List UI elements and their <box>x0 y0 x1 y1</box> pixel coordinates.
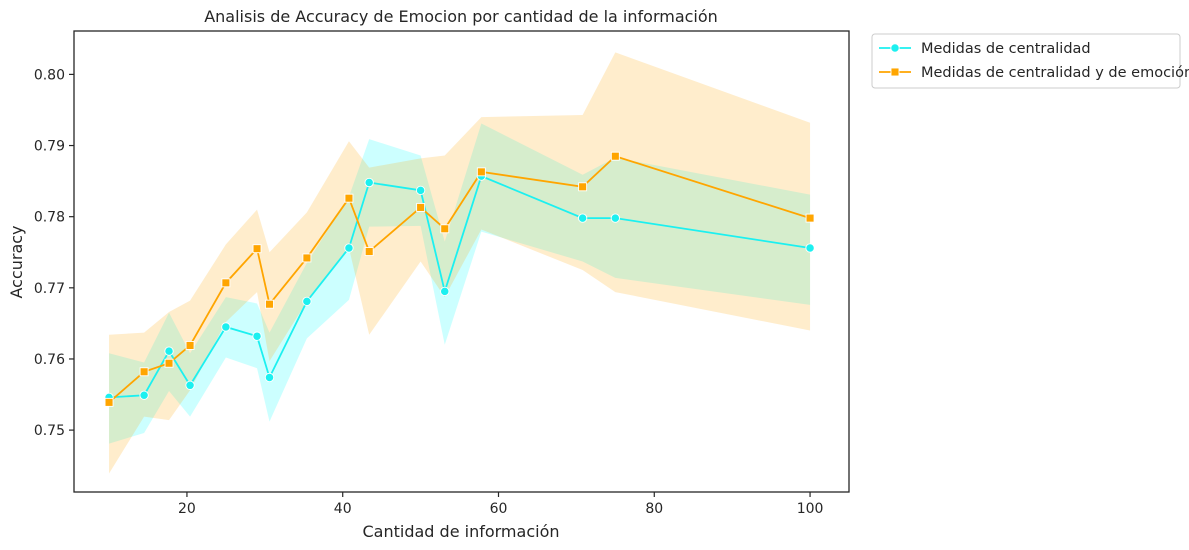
data-point-series-1-8 <box>302 296 312 306</box>
legend-entry-1: Medidas de centralidad <box>879 41 1091 57</box>
data-point-series-2-13 <box>476 167 486 177</box>
data-point-series-1-15 <box>610 213 620 223</box>
data-point-series-2-5 <box>221 278 231 288</box>
data-point-series-1-4 <box>185 380 195 390</box>
chart-title: Analisis de Accuracy de Emocion por cant… <box>204 7 718 26</box>
legend-entry-2: Medidas de centralidad y de emoción <box>879 65 1189 81</box>
legend-label: Medidas de centralidad y de emoción <box>921 65 1189 81</box>
series-line-1 <box>108 174 811 399</box>
series-lines <box>108 155 811 404</box>
data-point-series-2-2 <box>139 367 149 377</box>
series-markers <box>104 151 815 407</box>
data-point-series-1-11 <box>415 185 426 196</box>
data-point-series-1-5 <box>221 322 231 332</box>
plot-area-frame <box>73 30 850 493</box>
y-tick-label: 0.78 <box>34 210 65 226</box>
legend-frame <box>871 33 1181 89</box>
legend-marker-swatch <box>890 43 900 53</box>
y-tick-label: 0.76 <box>34 352 65 368</box>
data-point-series-2-9 <box>344 193 354 203</box>
confidence-band-series-2 <box>109 52 811 474</box>
data-point-series-1-6 <box>252 331 262 341</box>
y-tick-label: 0.80 <box>34 67 65 83</box>
data-point-series-2-12 <box>440 224 450 234</box>
data-point-series-2-8 <box>302 253 312 263</box>
data-point-series-2-10 <box>364 247 374 256</box>
confidence-band-series-1 <box>109 123 811 444</box>
data-point-series-1-2 <box>139 390 149 400</box>
y-axis: 0.75 0.76 0.77 0.78 0.79 0.80 <box>34 67 74 439</box>
data-point-series-2-6 <box>252 244 262 254</box>
data-point-series-1-12 <box>440 286 450 297</box>
confidence-bands <box>109 52 811 474</box>
x-tick-label: 100 <box>797 501 824 517</box>
data-point-series-1-14 <box>577 213 588 223</box>
y-tick-label: 0.75 <box>34 423 65 439</box>
data-point-series-2-14 <box>578 182 588 192</box>
x-axis-label: Cantidad de información <box>363 522 560 541</box>
data-point-series-2-1 <box>104 397 114 407</box>
x-axis: 20 40 60 80 100 <box>178 492 823 517</box>
x-tick-label: 40 <box>334 501 352 517</box>
legend-label: Medidas de centralidad <box>921 41 1091 57</box>
legend: Medidas de centralidad Medidas de central… <box>871 33 1189 89</box>
data-point-series-1-16 <box>805 243 815 253</box>
x-tick-label: 60 <box>490 501 508 517</box>
data-point-series-2-16 <box>805 213 815 223</box>
y-axis-label: Accuracy <box>7 225 26 298</box>
data-point-series-1-9 <box>344 243 354 253</box>
data-point-series-2-11 <box>416 202 426 212</box>
series-line-2 <box>108 155 811 404</box>
data-point-series-2-7 <box>265 299 274 309</box>
data-point-series-1-10 <box>364 177 374 188</box>
y-tick-label: 0.77 <box>34 281 65 297</box>
data-point-series-1-7 <box>264 372 275 383</box>
legend-marker-swatch <box>890 67 900 77</box>
data-point-series-2-3 <box>164 358 174 368</box>
data-point-series-2-4 <box>185 341 195 350</box>
data-point-series-2-15 <box>610 151 620 161</box>
x-tick-label: 20 <box>178 501 196 517</box>
data-point-series-1-3 <box>164 346 174 356</box>
x-tick-label: 80 <box>645 501 663 517</box>
y-tick-label: 0.79 <box>34 139 65 155</box>
